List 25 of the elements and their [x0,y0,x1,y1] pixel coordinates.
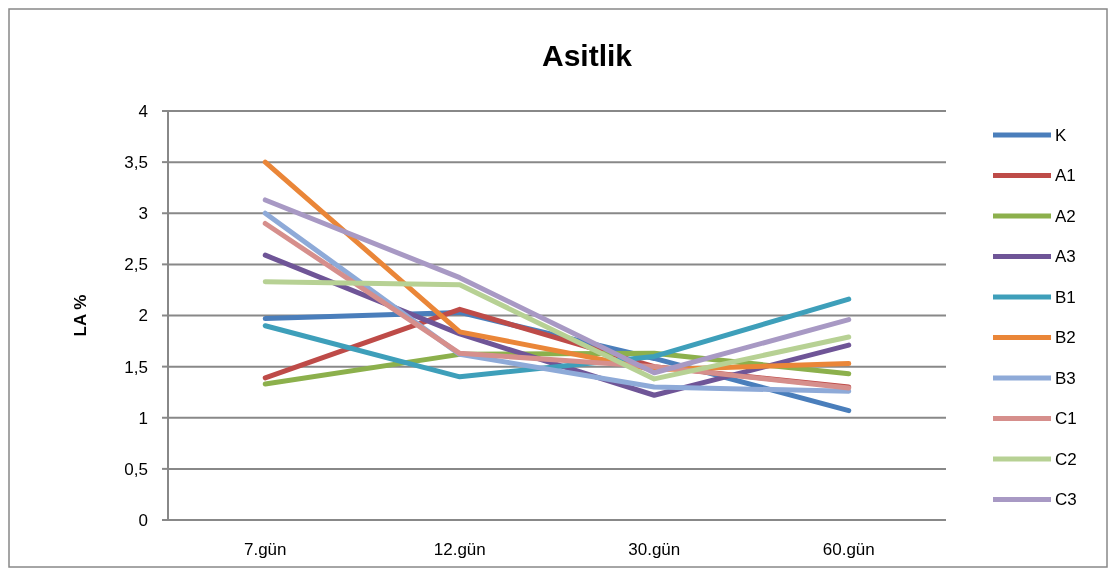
x-tick-label: 30.gün [628,540,681,559]
legend-label: B2 [1055,328,1076,348]
y-tick-label: 3 [138,204,148,224]
y-tick-label: 3,5 [124,153,148,173]
y-tick-label: 1 [138,408,148,428]
y-tick-label: 2,5 [124,255,148,275]
y-tick-label: 2 [138,306,148,326]
y-tick-label: 4 [138,101,148,121]
x-tick-label: 7.gün [243,540,287,559]
legend-label: B1 [1055,287,1076,307]
x-tick-label: 12.gün [433,540,486,559]
y-tick-label: 0,5 [124,459,148,479]
legend-label: C1 [1055,409,1077,429]
legend-label: A2 [1055,206,1076,226]
chart-title: Asitlik [541,39,633,72]
legend-label: A1 [1055,166,1076,186]
legend-label: K [1055,125,1067,145]
legend-label: A3 [1055,247,1076,267]
legend-label: B3 [1055,368,1076,388]
legend-label: C3 [1055,490,1077,510]
y-tick-label: 1,5 [124,357,148,377]
y-tick-label: 0 [138,510,148,530]
legend-label: C2 [1055,449,1077,469]
x-tick-label: 60.gün [822,540,875,559]
y-axis-title: LA % [71,294,90,337]
